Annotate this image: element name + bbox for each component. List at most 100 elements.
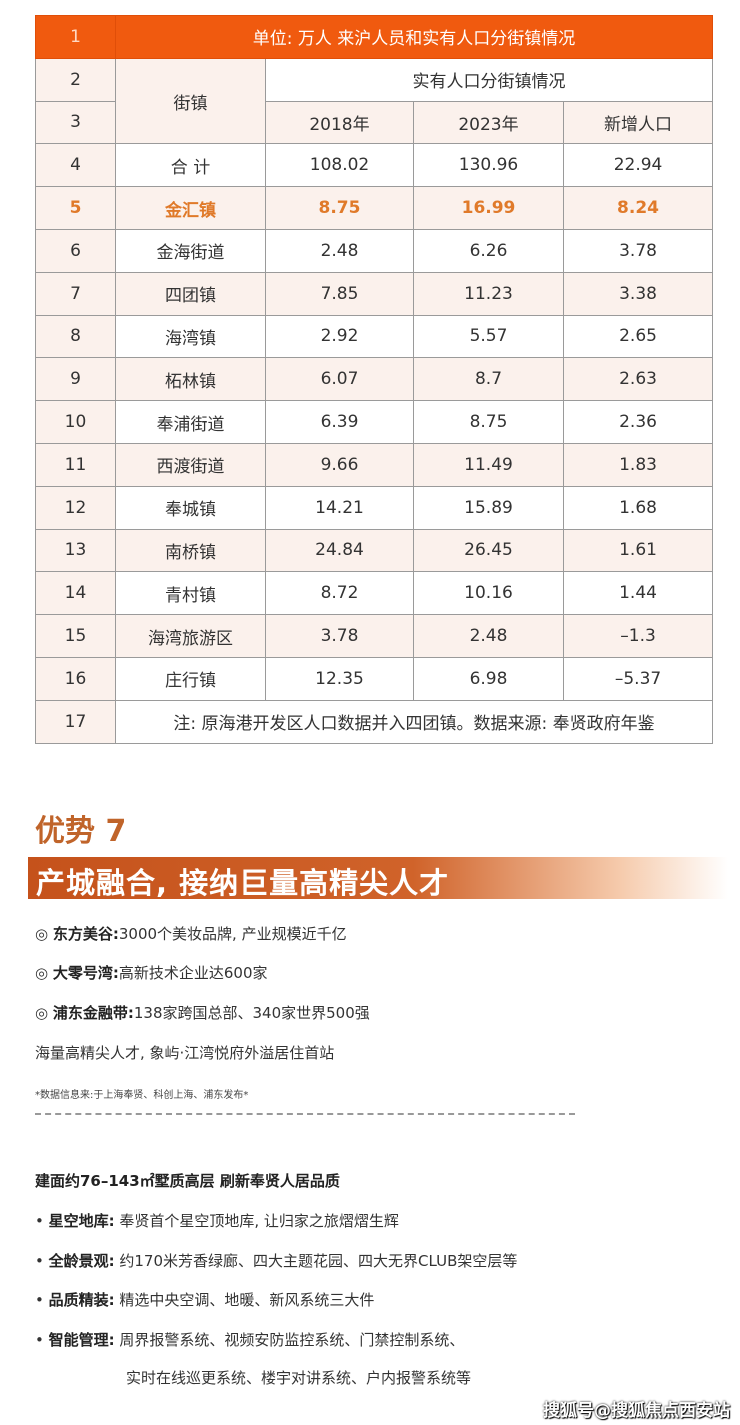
product-heading: 建面约76–143㎡墅质高层 刷新奉贤人居品质 [35, 1172, 340, 1190]
town-cell: 四团镇 [115, 271, 266, 316]
bullet-label: 品质精装: [48, 1291, 115, 1309]
row-number: 9 [35, 357, 116, 402]
value-2018: 3.78 [265, 614, 414, 658]
table-row: 12 奉城镇 14.21 15.89 1.68 [35, 485, 714, 530]
list-item: ◎ 大零号湾:高新技术企业达600家 [35, 962, 268, 983]
table-row: 14 青村镇 8.72 10.16 1.44 [35, 571, 714, 616]
bullet-item: • 星空地库: 奉贤首个星空顶地库, 让归家之旅熠熠生辉 [35, 1210, 399, 1231]
table-row: 6 金海街道 2.48 6.26 3.78 [35, 228, 714, 273]
value-2018: 12.35 [265, 656, 414, 701]
value-2023: 16.99 [413, 186, 564, 230]
value-added: 22.94 [562, 143, 714, 188]
row-number: 17 [35, 699, 116, 744]
town-cell: 青村镇 [115, 571, 266, 616]
circle-bullet-icon: ◎ [35, 1004, 49, 1022]
value-2023: 6.98 [413, 656, 564, 701]
value-2023: 8.7 [413, 357, 564, 402]
value-added: 8.24 [562, 186, 714, 230]
town-cell: 柘林镇 [115, 357, 266, 402]
table-row: 8 海湾镇 2.92 5.57 2.65 [35, 314, 714, 359]
bullet-text: 精选中央空调、地暖、新风系统三大件 [114, 1291, 375, 1309]
value-2018: 2.48 [265, 228, 414, 273]
value-added: 1.83 [562, 442, 714, 487]
town-cell: 海湾旅游区 [115, 614, 266, 658]
value-2018: 8.72 [265, 571, 414, 616]
table-title: 单位: 万人 来沪人员和实有人口分街镇情况 [114, 15, 714, 59]
source-note: *数据信息来:于上海奉贤、科创上海、浦东发布* [35, 1090, 249, 1101]
bullet-text: 奉贤首个星空顶地库, 让归家之旅熠熠生辉 [114, 1212, 399, 1230]
value-added: 1.68 [562, 485, 714, 530]
summary-text: 海量高精尖人才, 象屿·江湾悦府外溢居住首站 [35, 1044, 335, 1062]
bullet-dot-icon: • [35, 1212, 49, 1230]
advantage-heading: 优势 7 [35, 814, 127, 849]
value-added: 2.36 [562, 400, 714, 444]
value-2018: 6.07 [265, 357, 414, 402]
table-row: 13 南桥镇 24.84 26.45 1.61 [35, 528, 714, 573]
bullet-item: • 品质精装: 精选中央空调、地暖、新风系统三大件 [35, 1289, 374, 1310]
item-text: 3000个美妆品牌, 产业规模近千亿 [118, 925, 347, 943]
town-cell: 奉浦街道 [115, 400, 266, 444]
table-footer-row: 17 注: 原海港开发区人口数据并入四团镇。数据来源: 奉贤政府年鉴 [35, 699, 714, 744]
population-table: 1 单位: 万人 来沪人员和实有人口分街镇情况 2 街镇 实有人口分街镇情况 3… [35, 15, 714, 744]
circle-bullet-icon: ◎ [35, 964, 49, 982]
value-added: 1.44 [562, 571, 714, 616]
value-2023: 10.16 [413, 571, 564, 616]
bullet-item: • 全龄景观: 约170米芳香绿廊、四大主题花园、四大无界CLUB架空层等 [35, 1250, 517, 1271]
town-cell: 合 计 [115, 143, 266, 188]
row-number: 11 [35, 442, 116, 487]
town-cell: 海湾镇 [115, 314, 266, 359]
bullet-text: 周界报警系统、视频安防监控系统、门禁控制系统、 [114, 1331, 465, 1349]
row-number: 8 [35, 314, 116, 359]
list-item: ◎ 浦东金融带:138家跨国总部、340家世界500强 [35, 1002, 370, 1023]
bullet-dot-icon: • [35, 1291, 49, 1309]
row-number: 6 [35, 228, 116, 273]
watermark: 搜狐号@搜狐焦点西安站 [543, 1401, 730, 1421]
group-header: 实有人口分街镇情况 [264, 57, 714, 102]
banner-text: 产城融合, 接纳巨量高精尖人才 [36, 866, 450, 900]
town-cell: 金汇镇 [115, 186, 266, 230]
value-2018: 14.21 [265, 485, 414, 530]
value-added: 3.38 [562, 271, 714, 316]
table-title-row: 1 单位: 万人 来沪人员和实有人口分街镇情况 [35, 15, 714, 59]
value-2018: 24.84 [265, 528, 414, 573]
value-2023: 5.57 [413, 314, 564, 359]
row-number: 16 [35, 656, 116, 701]
value-added: –1.3 [562, 614, 714, 658]
table-row: 10 奉浦街道 6.39 8.75 2.36 [35, 400, 714, 444]
row-number: 10 [35, 400, 116, 444]
bullet-dot-icon: • [35, 1331, 49, 1349]
town-cell: 南桥镇 [115, 528, 266, 573]
value-2023: 26.45 [413, 528, 564, 573]
value-2018: 7.85 [265, 271, 414, 316]
bullet-item: • 智能管理: 周界报警系统、视频安防监控系统、门禁控制系统、 [35, 1329, 464, 1350]
col-new-header: 新增人口 [562, 100, 714, 145]
row-number: 4 [35, 143, 116, 188]
value-2018: 8.75 [265, 186, 414, 230]
item-label: 大零号湾: [52, 964, 119, 982]
row-number: 14 [35, 571, 116, 616]
row-number: 2 [35, 57, 116, 102]
bullet-label: 星空地库: [48, 1212, 115, 1230]
col-2018-header: 2018年 [265, 100, 414, 145]
col-2023-header: 2023年 [413, 100, 564, 145]
table-row: 16 庄行镇 12.35 6.98 –5.37 [35, 656, 714, 701]
bullet-text: 约170米芳香绿廊、四大主题花园、四大无界CLUB架空层等 [114, 1252, 518, 1270]
item-text: 高新技术企业达600家 [118, 964, 268, 982]
table-header-row: 3 2018年 2023年 新增人口 [35, 100, 714, 145]
town-cell: 奉城镇 [115, 485, 266, 530]
value-2018: 6.39 [265, 400, 414, 444]
value-2023: 130.96 [413, 143, 564, 188]
value-2023: 15.89 [413, 485, 564, 530]
bullet-dot-icon: • [35, 1252, 49, 1270]
item-label: 东方美谷: [52, 925, 119, 943]
table-footnote: 注: 原海港开发区人口数据并入四团镇。数据来源: 奉贤政府年鉴 [114, 699, 714, 744]
bullet-label: 智能管理: [48, 1331, 115, 1349]
row-number: 15 [35, 614, 116, 658]
value-2023: 8.75 [413, 400, 564, 444]
list-item: ◎ 东方美谷:3000个美妆品牌, 产业规模近千亿 [35, 923, 347, 944]
col-town-header: 街镇 [115, 57, 266, 145]
value-2023: 2.48 [413, 614, 564, 658]
item-text: 138家跨国总部、340家世界500强 [133, 1004, 370, 1022]
value-2023: 11.23 [413, 271, 564, 316]
